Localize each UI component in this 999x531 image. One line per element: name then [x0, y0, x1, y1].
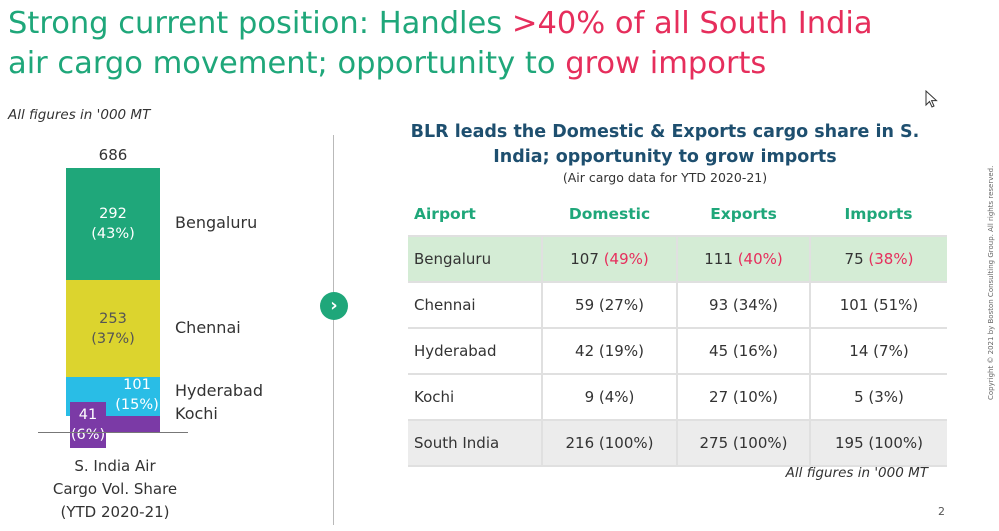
- bar-segment-chennai: [66, 280, 160, 377]
- title-part3: air cargo movement; opportunity to: [8, 46, 566, 81]
- airport-cell: Chennai: [408, 282, 543, 329]
- panel-title: BLR leads the Domestic & Exports cargo s…: [410, 120, 920, 170]
- chevron-right-icon[interactable]: ›: [320, 292, 348, 320]
- title-highlight-share: >40% of all South India: [511, 6, 873, 41]
- domestic-cell: 216 (100%): [542, 420, 678, 467]
- airport-cell: Bengaluru: [408, 235, 543, 283]
- imports-cell: 195 (100%): [810, 420, 947, 467]
- title-highlight-imports: grow imports: [565, 46, 767, 81]
- table-header-row: Airport Domestic Exports Imports: [408, 193, 947, 236]
- exports-cell: 275 (100%): [677, 420, 811, 467]
- cargo-share-table: Airport Domestic Exports Imports Bengalu…: [408, 193, 947, 467]
- domestic-cell: 9 (4%): [542, 374, 678, 421]
- imports-cell: 75 (38%): [810, 235, 947, 283]
- airport-cell: Hyderabad: [408, 328, 543, 375]
- airport-cell: Kochi: [408, 374, 543, 421]
- panel-subtitle: (Air cargo data for YTD 2020-21): [562, 170, 768, 185]
- segment-value-label: 292 (43%): [91, 206, 135, 242]
- category-label-kochi: Kochi: [175, 404, 218, 423]
- segment-value-label: 41 (6%): [70, 402, 106, 448]
- category-label-hyderabad: Hyderabad: [175, 381, 263, 400]
- category-label-bengaluru: Bengaluru: [175, 213, 258, 232]
- table-row: Hyderabad 42 (19%) 45 (16%) 14 (7%): [408, 328, 947, 375]
- imports-cell: 101 (51%): [810, 282, 947, 329]
- left-units-note: All figures in '000 MT: [8, 107, 151, 123]
- panel-title-line-1: BLR leads the Domestic & Exports cargo s…: [410, 122, 920, 142]
- pct-highlight: (38%): [868, 250, 914, 268]
- airport-cell: South India: [408, 420, 543, 467]
- table-row: Bengaluru 107 (49%) 111 (40%) 75 (38%): [408, 235, 947, 283]
- header-airport: Airport: [414, 205, 476, 223]
- page-number: 2: [938, 505, 945, 518]
- right-units-note: All figures in '000 MT: [785, 465, 928, 481]
- exports-cell: 45 (16%): [677, 328, 811, 375]
- header-exports: Exports: [710, 205, 777, 223]
- bar-segment-bengaluru: [66, 168, 160, 280]
- table-row: Kochi 9 (4%) 27 (10%) 5 (3%): [408, 374, 947, 421]
- mouse-cursor-icon: [925, 90, 938, 108]
- category-label-chennai: Chennai: [175, 317, 241, 337]
- vertical-divider: [333, 135, 334, 525]
- imports-cell: 14 (7%): [810, 328, 947, 375]
- domestic-cell: 42 (19%): [542, 328, 678, 375]
- imports-cell: 5 (3%): [810, 374, 947, 421]
- pct-highlight: (40%): [737, 250, 783, 268]
- segment-value-label: 101 (15%): [115, 377, 159, 413]
- exports-cell: 93 (34%): [677, 282, 811, 329]
- caption-line-1: S. India Air: [74, 457, 156, 475]
- panel-title-line-2: India; opportunity to grow imports: [493, 147, 837, 167]
- table-row: Chennai 59 (27%) 93 (34%) 101 (51%): [408, 282, 947, 329]
- caption-line-3: (YTD 2020-21): [60, 503, 170, 521]
- domestic-cell: 59 (27%): [542, 282, 678, 329]
- domestic-cell: 107 (49%): [542, 235, 678, 283]
- pct-highlight: (49%): [603, 250, 649, 268]
- exports-cell: 111 (40%): [677, 235, 811, 283]
- copyright-notice: Copyright © 2021 by Boston Consulting Gr…: [987, 165, 995, 400]
- table-row-total: South India 216 (100%) 275 (100%) 195 (1…: [408, 420, 947, 467]
- title-part1: Strong current position: Handles: [8, 6, 512, 41]
- chart-baseline: [38, 432, 188, 433]
- segment-value-label: 253 (37%): [91, 310, 135, 347]
- caption-line-2: Cargo Vol. Share: [52, 480, 178, 498]
- stack-total-label: 686: [98, 146, 128, 164]
- stack-caption: S. India Air Cargo Vol. Share (YTD 2020-…: [30, 455, 200, 524]
- slide-title: Strong current position: Handles >40% of…: [8, 4, 908, 84]
- header-domestic: Domestic: [568, 205, 651, 223]
- header-imports: Imports: [844, 205, 913, 223]
- exports-cell: 27 (10%): [677, 374, 811, 421]
